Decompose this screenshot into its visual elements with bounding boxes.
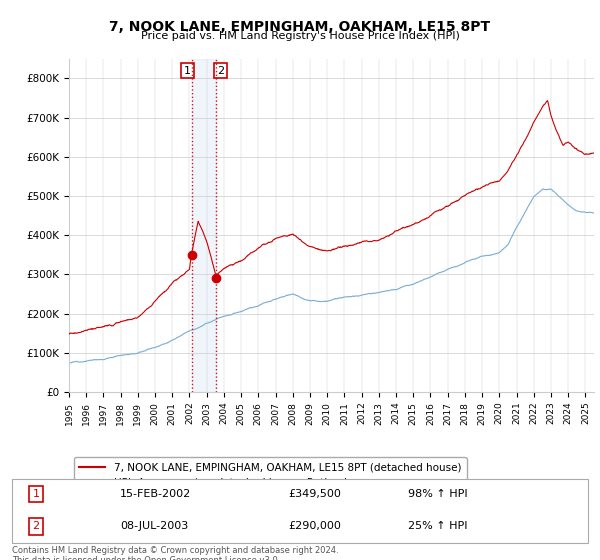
Legend: 7, NOOK LANE, EMPINGHAM, OAKHAM, LE15 8PT (detached house), HPI: Average price, : 7, NOOK LANE, EMPINGHAM, OAKHAM, LE15 8P… <box>74 457 467 493</box>
Text: 2: 2 <box>32 521 40 531</box>
Bar <box>191 59 216 392</box>
Text: 98% ↑ HPI: 98% ↑ HPI <box>408 489 467 499</box>
Text: 25% ↑ HPI: 25% ↑ HPI <box>408 521 467 531</box>
Text: 2: 2 <box>217 66 224 76</box>
Text: £290,000: £290,000 <box>288 521 341 531</box>
Text: 15-FEB-2002: 15-FEB-2002 <box>120 489 191 499</box>
Text: £349,500: £349,500 <box>288 489 341 499</box>
Text: 7, NOOK LANE, EMPINGHAM, OAKHAM, LE15 8PT: 7, NOOK LANE, EMPINGHAM, OAKHAM, LE15 8P… <box>109 20 491 34</box>
Text: 1: 1 <box>32 489 40 499</box>
Text: Price paid vs. HM Land Registry's House Price Index (HPI): Price paid vs. HM Land Registry's House … <box>140 31 460 41</box>
Text: Contains HM Land Registry data © Crown copyright and database right 2024.
This d: Contains HM Land Registry data © Crown c… <box>12 546 338 560</box>
Text: 1: 1 <box>184 66 191 76</box>
Text: 08-JUL-2003: 08-JUL-2003 <box>120 521 188 531</box>
